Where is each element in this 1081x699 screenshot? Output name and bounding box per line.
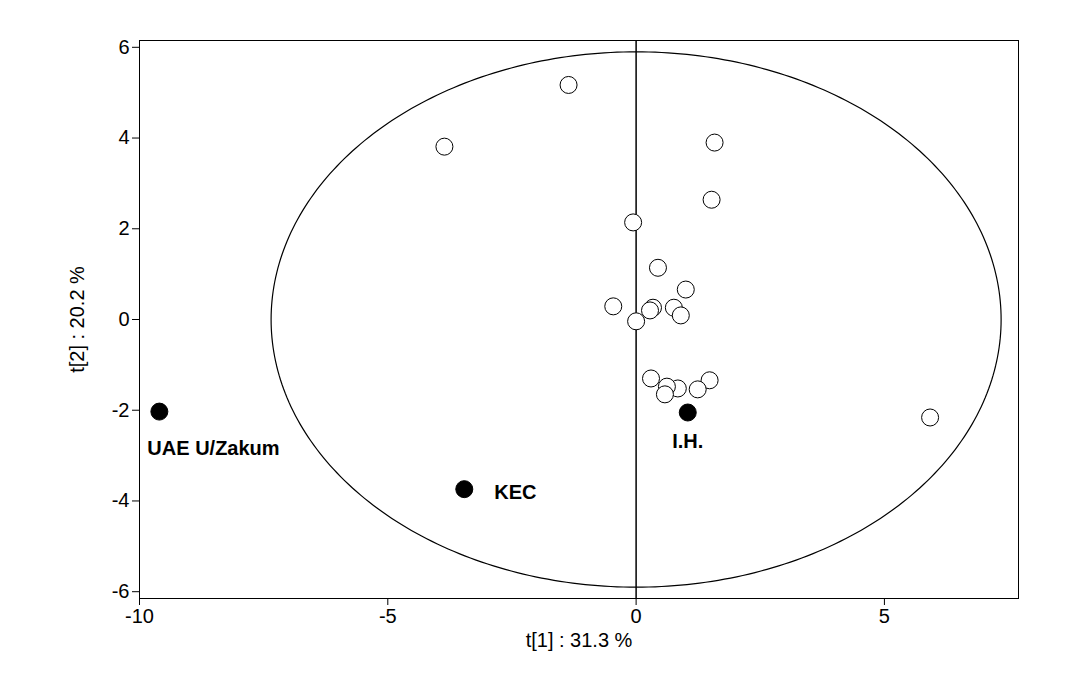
- svg-text:-6: -6: [112, 580, 130, 602]
- svg-text:0: 0: [118, 308, 129, 330]
- svg-text:-4: -4: [112, 489, 130, 511]
- svg-text:0: 0: [631, 605, 642, 627]
- svg-text:t[2] : 20.2 %: t[2] : 20.2 %: [66, 266, 88, 373]
- svg-text:6: 6: [118, 36, 129, 58]
- svg-text:2: 2: [118, 217, 129, 239]
- svg-text:5: 5: [879, 605, 890, 627]
- svg-text:-10: -10: [125, 605, 154, 627]
- svg-text:-5: -5: [379, 605, 397, 627]
- svg-text:UAE U/Zakum: UAE U/Zakum: [147, 437, 279, 459]
- svg-text:I.H.: I.H.: [672, 430, 703, 452]
- svg-text:4: 4: [118, 126, 129, 148]
- svg-text:t[1] : 31.3 %: t[1] : 31.3 %: [526, 629, 633, 651]
- svg-text:-2: -2: [112, 399, 130, 421]
- svg-text:KEC: KEC: [494, 481, 536, 503]
